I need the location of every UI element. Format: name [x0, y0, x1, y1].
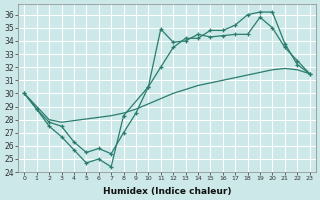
X-axis label: Humidex (Indice chaleur): Humidex (Indice chaleur) [103, 187, 231, 196]
